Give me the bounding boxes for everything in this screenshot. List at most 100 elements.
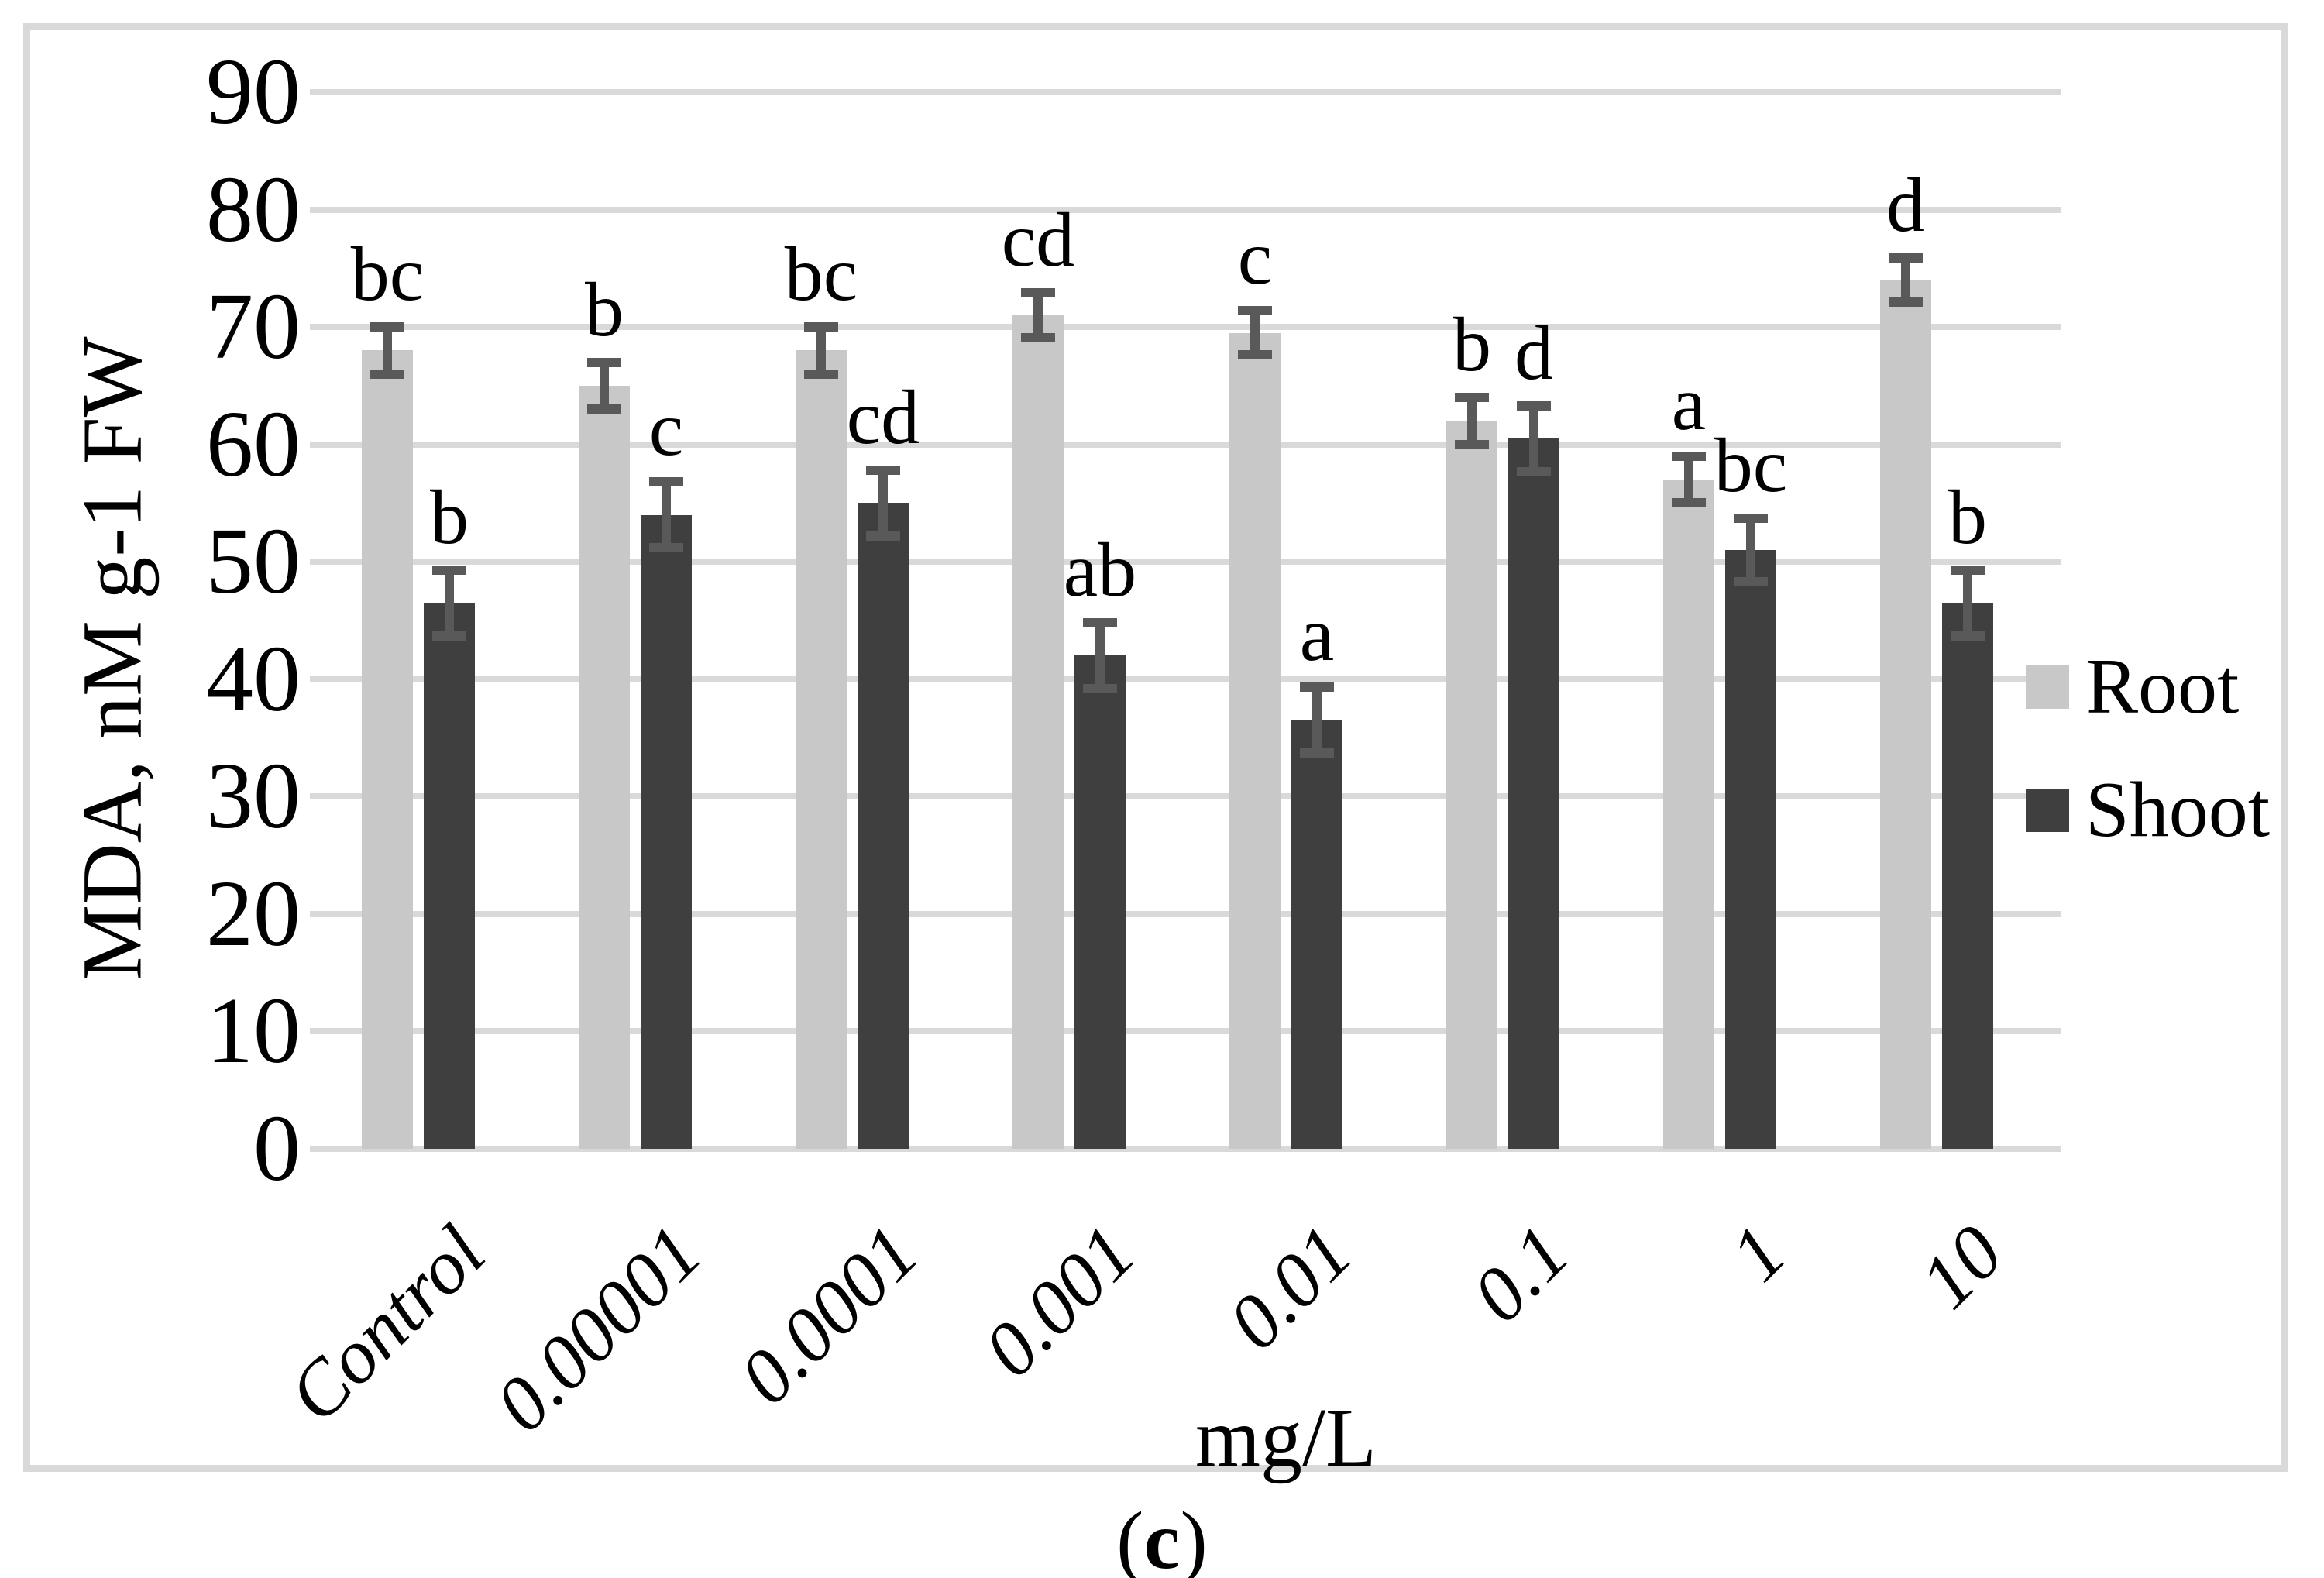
bar-root-0.01 xyxy=(1229,332,1281,1149)
bar-shoot-10 xyxy=(1942,603,1993,1149)
gridline-30 xyxy=(310,793,2061,800)
significance-letter-shoot-10: b xyxy=(1948,473,1987,560)
significance-letter-root-10: d xyxy=(1886,161,1925,248)
error-cap-top xyxy=(1889,253,1923,263)
bar-shoot-Control xyxy=(424,603,475,1149)
error-cap-bottom xyxy=(1672,498,1706,508)
gridline-0 xyxy=(310,1146,2061,1152)
error-bar-root-0.1 xyxy=(1467,397,1477,445)
legend-swatch-root xyxy=(2026,665,2069,709)
y-tick-label-70: 70 xyxy=(206,274,301,380)
bar-root-1 xyxy=(1663,480,1714,1149)
bar-shoot-0.00001 xyxy=(641,514,692,1149)
bar-root-10 xyxy=(1880,280,1931,1149)
error-bar-root-0.0001 xyxy=(816,327,826,374)
gridline-10 xyxy=(310,1028,2061,1035)
caption-prefix: ( xyxy=(1116,1495,1144,1578)
significance-letter-root-0.01: c xyxy=(1237,214,1273,301)
error-cap-bottom xyxy=(1734,576,1768,586)
figure-caption: (c) xyxy=(0,1494,2324,1578)
error-cap-top xyxy=(1455,393,1489,403)
significance-letter-shoot-Control: b xyxy=(430,473,469,560)
error-bar-shoot-0.01 xyxy=(1312,687,1322,754)
error-bar-root-0.00001 xyxy=(600,362,609,410)
error-cap-top xyxy=(1517,401,1551,411)
caption-suffix: ) xyxy=(1180,1495,1208,1578)
significance-letter-root-0.00001: b xyxy=(585,266,624,352)
x-axis-title: mg/L xyxy=(1195,1392,1377,1484)
error-bar-shoot-0.00001 xyxy=(662,482,671,548)
error-cap-bottom xyxy=(1238,350,1272,360)
error-bar-shoot-0.0001 xyxy=(878,470,888,536)
error-cap-top xyxy=(1734,514,1768,524)
bar-root-0.0001 xyxy=(796,350,847,1149)
significance-letter-shoot-0.001: ab xyxy=(1063,527,1137,614)
error-cap-bottom xyxy=(866,531,900,541)
y-tick-label-40: 40 xyxy=(206,626,301,731)
error-bar-root-0.01 xyxy=(1250,310,1260,356)
error-cap-top xyxy=(370,322,404,332)
error-cap-bottom xyxy=(1455,439,1489,449)
gridline-80 xyxy=(310,206,2061,213)
gridline-40 xyxy=(310,676,2061,682)
legend-swatch-shoot xyxy=(2026,789,2069,832)
error-cap-bottom xyxy=(1517,466,1551,476)
legend-label-root: Root xyxy=(2085,643,2240,731)
y-tick-label-90: 90 xyxy=(206,40,301,144)
error-cap-top xyxy=(432,565,466,575)
gridline-20 xyxy=(310,910,2061,917)
error-bar-root-1 xyxy=(1684,456,1693,504)
error-cap-bottom xyxy=(804,369,838,379)
error-cap-bottom xyxy=(1300,748,1334,758)
significance-letter-shoot-0.00001: c xyxy=(648,386,684,473)
error-cap-bottom xyxy=(370,369,404,379)
significance-letter-root-1: a xyxy=(1671,359,1707,446)
y-tick-label-30: 30 xyxy=(206,744,301,849)
bar-shoot-0.0001 xyxy=(858,503,909,1149)
gridline-70 xyxy=(310,324,2061,331)
legend-label-shoot: Shoot xyxy=(2085,766,2271,854)
bar-shoot-1 xyxy=(1725,550,1776,1149)
error-bar-root-0.001 xyxy=(1033,293,1043,338)
error-cap-bottom xyxy=(1951,631,1985,641)
bar-root-0.1 xyxy=(1446,421,1497,1149)
error-cap-top xyxy=(1300,682,1334,693)
error-cap-top xyxy=(649,477,683,487)
y-tick-label-60: 60 xyxy=(206,391,301,497)
bar-root-Control xyxy=(362,350,413,1149)
caption-letter: c xyxy=(1143,1495,1181,1578)
error-bar-root-Control xyxy=(383,327,392,374)
error-bar-shoot-0.1 xyxy=(1529,405,1538,472)
error-cap-top xyxy=(866,466,900,475)
significance-letter-root-0.001: cd xyxy=(1001,197,1075,284)
error-cap-bottom xyxy=(432,631,466,641)
error-bar-shoot-1 xyxy=(1746,518,1755,582)
error-cap-bottom xyxy=(587,404,621,414)
error-cap-top xyxy=(1951,565,1985,575)
error-cap-top xyxy=(1083,618,1117,628)
y-tick-label-0: 0 xyxy=(253,1096,301,1201)
error-bar-root-10 xyxy=(1901,257,1910,303)
significance-letter-shoot-1: bc xyxy=(1714,422,1788,509)
y-tick-label-80: 80 xyxy=(206,156,301,262)
error-bar-shoot-Control xyxy=(445,569,454,636)
significance-letter-shoot-0.01: a xyxy=(1299,591,1335,678)
bar-root-0.00001 xyxy=(579,385,630,1149)
significance-letter-shoot-0.1: d xyxy=(1514,309,1553,396)
bar-shoot-0.01 xyxy=(1291,720,1342,1149)
y-axis-title: MDA, nM g-1 FW xyxy=(64,336,160,981)
y-tick-label-50: 50 xyxy=(206,509,301,614)
error-cap-top xyxy=(587,357,621,367)
error-cap-bottom xyxy=(1083,683,1117,693)
gridline-90 xyxy=(310,89,2061,95)
significance-letter-root-0.0001: bc xyxy=(784,231,858,318)
y-tick-label-20: 20 xyxy=(206,861,301,966)
gridline-60 xyxy=(310,441,2061,448)
error-cap-top xyxy=(804,322,838,332)
bar-shoot-0.1 xyxy=(1508,438,1559,1149)
significance-letter-root-Control: bc xyxy=(350,231,425,318)
y-tick-label-10: 10 xyxy=(206,978,301,1084)
error-bar-shoot-10 xyxy=(1963,569,1972,636)
bar-root-0.001 xyxy=(1012,315,1064,1149)
